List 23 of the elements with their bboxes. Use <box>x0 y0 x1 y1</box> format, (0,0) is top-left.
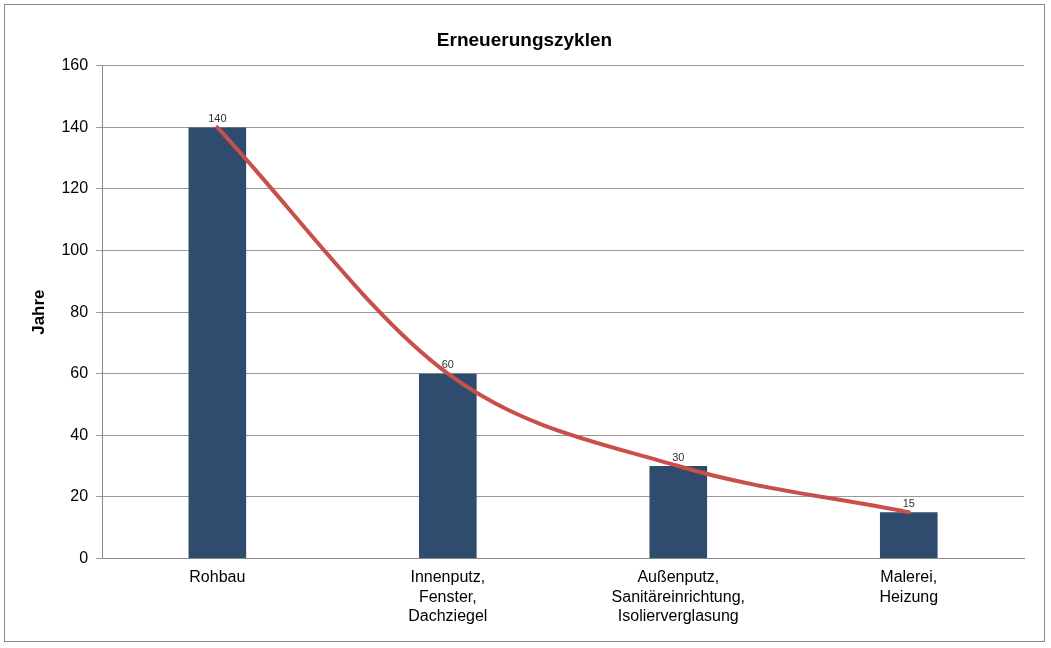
y-tick-label: 0 <box>79 548 89 566</box>
bar <box>879 512 938 558</box>
x-tick-label: Außenputz, Sanitäreinrichtung, Isolierverglasung <box>611 568 745 624</box>
y-tick-label: 60 <box>70 364 89 382</box>
data-label: 15 <box>902 496 915 509</box>
bar <box>419 373 477 558</box>
bar <box>188 127 247 558</box>
y-tick-label: 100 <box>61 240 89 258</box>
y-tick-label: 140 <box>61 117 89 135</box>
x-tick-label: Malerei, Heizung <box>879 568 939 605</box>
data-label: 60 <box>441 358 454 371</box>
chart-title: Erneuerungszyklen <box>436 28 613 50</box>
data-label: 30 <box>672 450 685 463</box>
x-tick-label: Innenputz, Fenster, Dachziegel <box>408 568 488 624</box>
y-tick-label: 40 <box>70 425 89 443</box>
x-tick-label: Rohbau <box>189 568 246 586</box>
y-tick-label: 120 <box>61 179 89 197</box>
y-tick-label: 20 <box>70 487 89 505</box>
y-axis-title: Jahre <box>28 289 48 335</box>
data-label: 140 <box>208 111 227 124</box>
y-tick-label: 80 <box>70 302 89 320</box>
bar <box>649 466 708 558</box>
y-tick-label: 160 <box>61 56 89 74</box>
